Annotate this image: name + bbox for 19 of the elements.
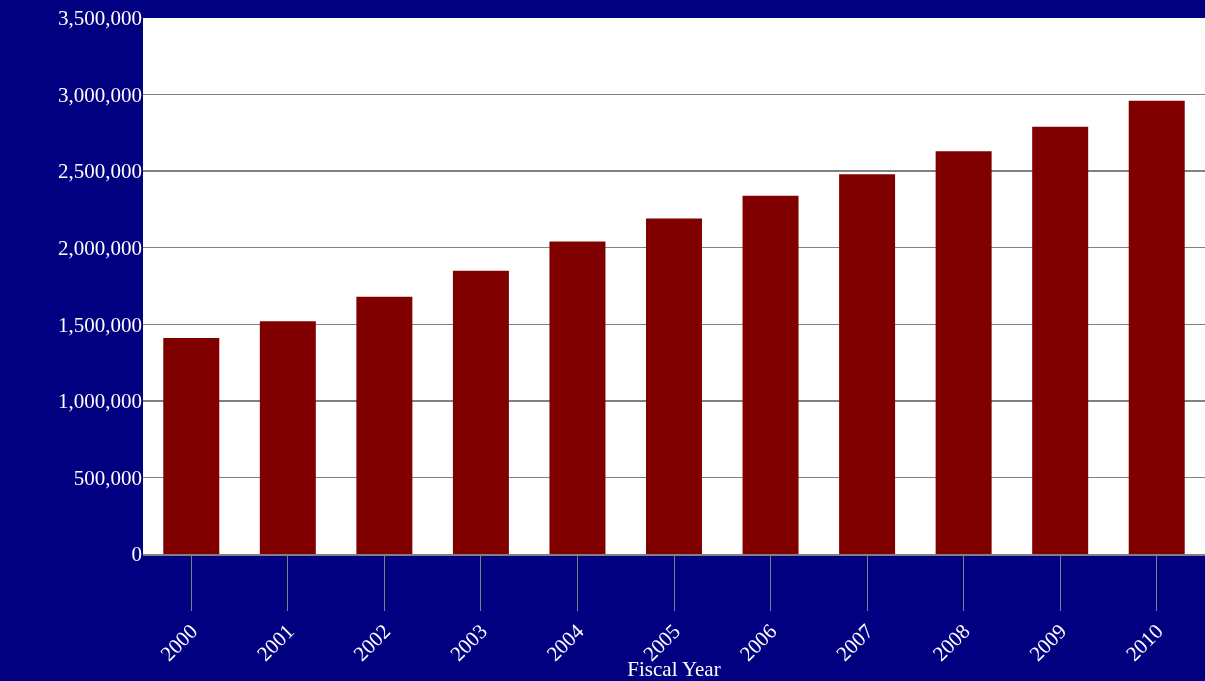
bar <box>742 195 799 554</box>
bar <box>935 151 992 554</box>
y-tick-label: 2,000,000 <box>58 236 142 261</box>
y-tick-label: 2,500,000 <box>58 159 142 184</box>
bar <box>1128 100 1185 554</box>
y-tick-label: 3,000,000 <box>58 82 142 107</box>
bar <box>259 321 316 554</box>
bar <box>646 218 702 554</box>
bar <box>839 174 896 554</box>
y-tick-label: 500,000 <box>73 465 142 490</box>
y-tick-label: 1,500,000 <box>58 312 142 337</box>
bar <box>163 338 220 554</box>
bar <box>356 296 413 554</box>
y-tick-label: 1,000,000 <box>58 389 142 414</box>
bar <box>1032 126 1089 554</box>
bar <box>549 241 606 554</box>
y-tick-label: 0 <box>131 542 142 567</box>
y-tick-label: 3,500,000 <box>58 6 142 31</box>
bar <box>452 270 509 554</box>
